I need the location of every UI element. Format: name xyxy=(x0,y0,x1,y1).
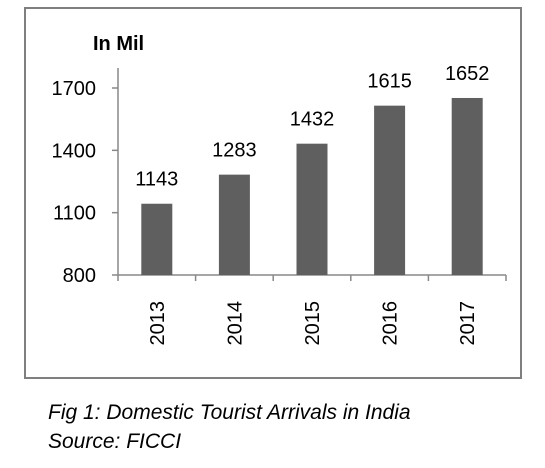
chart-frame xyxy=(24,7,522,379)
bar-2014 xyxy=(218,174,250,275)
y-tick-label: 1400 xyxy=(52,140,97,162)
data-label-2015: 1432 xyxy=(290,109,335,131)
data-label-2017: 1652 xyxy=(445,63,490,85)
bar-2017 xyxy=(451,97,483,276)
bar-2015 xyxy=(296,143,328,275)
data-label-2016: 1615 xyxy=(367,71,412,93)
x-tick-label-2017: 2017 xyxy=(457,301,479,346)
caption-title: Fig 1: Domestic Tourist Arrivals in Indi… xyxy=(48,401,411,424)
x-tick-label-2014: 2014 xyxy=(224,301,246,346)
bar-2016 xyxy=(374,105,406,276)
x-tick-label-2013: 2013 xyxy=(147,301,169,346)
unit-label: In Mil xyxy=(93,33,144,55)
figure-caption: Fig 1: Domestic Tourist Arrivals in Indi… xyxy=(48,398,411,456)
caption-source: Source: FICCI xyxy=(48,430,182,453)
x-tick-label-2015: 2015 xyxy=(302,301,324,346)
y-tick-label: 1100 xyxy=(53,203,96,225)
data-label-2013: 1143 xyxy=(135,169,178,191)
y-tick-label: 1700 xyxy=(52,78,97,100)
data-label-2014: 1283 xyxy=(212,140,257,162)
y-tick-label: 800 xyxy=(63,265,96,287)
x-tick-label-2016: 2016 xyxy=(380,301,402,346)
bar-2013 xyxy=(141,203,173,275)
